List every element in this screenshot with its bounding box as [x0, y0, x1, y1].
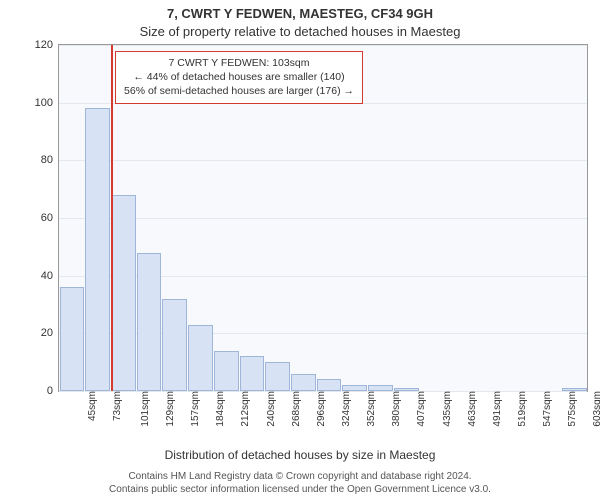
histogram-bar	[162, 299, 187, 391]
y-tick-label: 80	[41, 154, 59, 166]
x-tick-label: 463sqm	[462, 391, 477, 427]
x-tick-label: 435sqm	[437, 391, 452, 427]
x-tick-label: 296sqm	[312, 391, 327, 427]
x-tick-label: 575sqm	[563, 391, 578, 427]
histogram-bar	[137, 253, 162, 391]
x-axis-label: Distribution of detached houses by size …	[0, 448, 600, 462]
x-tick-label: 45sqm	[83, 391, 98, 421]
callout-box: 7 CWRT Y FEDWEN: 103sqm ← 44% of detache…	[115, 51, 363, 104]
histogram-bar	[317, 379, 342, 391]
y-tick-label: 100	[35, 97, 59, 109]
histogram-bar	[265, 362, 290, 391]
histogram-bar	[111, 195, 136, 391]
x-tick-label: 407sqm	[412, 391, 427, 427]
callout-line2: ← 44% of detached houses are smaller (14…	[124, 70, 354, 84]
x-tick-label: 352sqm	[362, 391, 377, 427]
x-tick-label: 603sqm	[588, 391, 600, 427]
histogram-bar	[60, 287, 85, 391]
x-tick-label: 212sqm	[236, 391, 251, 427]
x-tick-label: 380sqm	[387, 391, 402, 427]
x-tick-label: 324sqm	[337, 391, 352, 427]
x-tick-label: 101sqm	[136, 391, 151, 427]
x-tick-label: 491sqm	[488, 391, 503, 427]
histogram-bar	[85, 108, 110, 391]
plot-area: 020406080100120 45sqm73sqm101sqm129sqm15…	[58, 44, 588, 392]
attribution-text: Contains HM Land Registry data © Crown c…	[0, 470, 600, 496]
x-tick-label: 547sqm	[538, 391, 553, 427]
callout-line1: 7 CWRT Y FEDWEN: 103sqm	[124, 56, 354, 70]
x-tick-label: 129sqm	[161, 391, 176, 427]
y-tick-label: 20	[41, 327, 59, 339]
subject-property-marker	[111, 45, 113, 391]
x-tick-label: 184sqm	[211, 391, 226, 427]
y-tick-label: 120	[35, 39, 59, 51]
x-tick-label: 73sqm	[108, 391, 123, 421]
y-tick-label: 60	[41, 212, 59, 224]
chart-title-address: 7, CWRT Y FEDWEN, MAESTEG, CF34 9GH	[0, 6, 600, 21]
histogram-bar	[214, 351, 239, 391]
x-tick-label: 157sqm	[186, 391, 201, 427]
chart-subtitle: Size of property relative to detached ho…	[0, 24, 600, 39]
y-tick-label: 0	[47, 385, 59, 397]
attribution-line1: Contains HM Land Registry data © Crown c…	[0, 470, 600, 483]
histogram-bar	[291, 374, 316, 391]
x-tick-label: 519sqm	[513, 391, 528, 427]
x-tick-label: 268sqm	[286, 391, 301, 427]
property-size-histogram: 7, CWRT Y FEDWEN, MAESTEG, CF34 9GH Size…	[0, 0, 600, 500]
attribution-line2: Contains public sector information licen…	[0, 483, 600, 496]
histogram-bar	[188, 325, 213, 391]
x-tick-label: 240sqm	[261, 391, 276, 427]
histogram-bar	[240, 356, 265, 391]
y-tick-label: 40	[41, 270, 59, 282]
callout-line3: 56% of semi-detached houses are larger (…	[124, 84, 354, 98]
